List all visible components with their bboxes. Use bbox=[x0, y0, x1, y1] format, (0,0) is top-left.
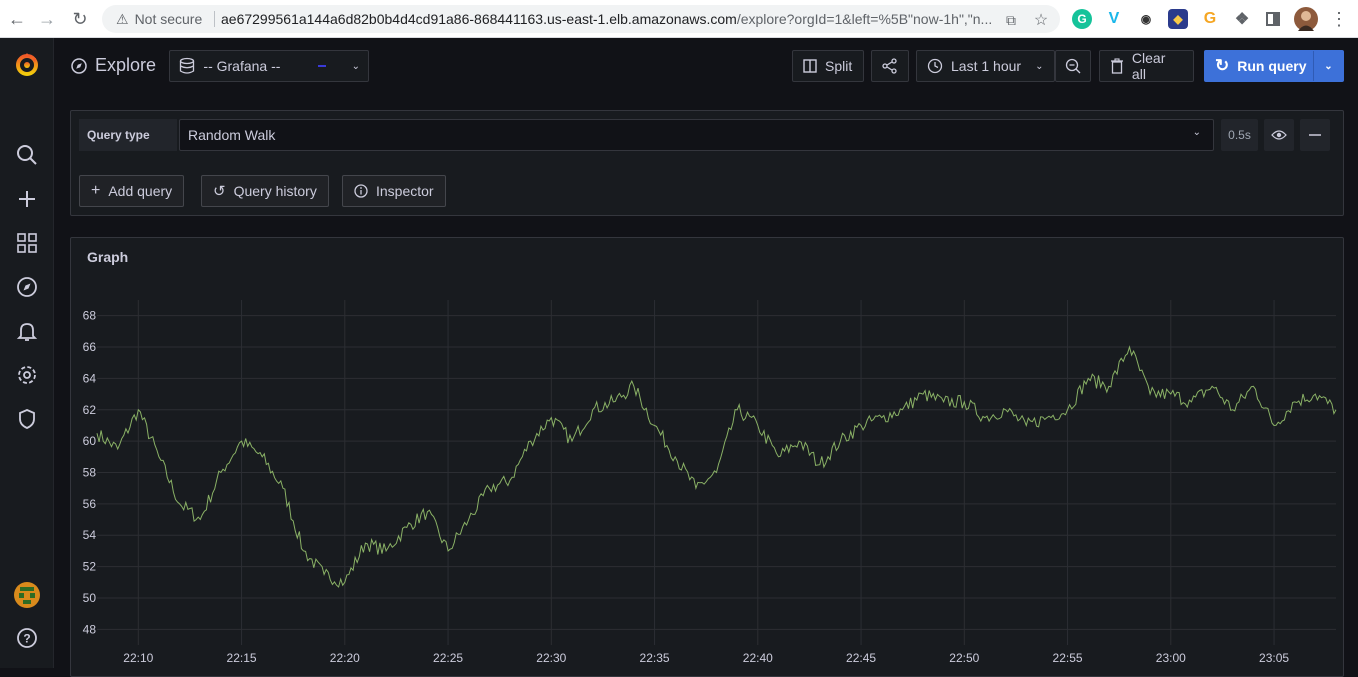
explore-compass-icon[interactable] bbox=[13, 273, 41, 301]
inspector-label: Inspector bbox=[376, 183, 434, 199]
query-history-button[interactable]: ↺ Query history bbox=[201, 175, 329, 207]
minus-icon bbox=[1309, 134, 1321, 136]
chevron-down-icon: ⌄ bbox=[351, 60, 360, 72]
share-icon[interactable]: ⧉ bbox=[1006, 11, 1016, 28]
share-link-button[interactable] bbox=[871, 50, 909, 82]
query-type-label: Query type bbox=[79, 119, 177, 151]
configuration-gear-icon[interactable] bbox=[13, 361, 41, 389]
grammarly-extension-icon[interactable]: G bbox=[1072, 9, 1092, 29]
clock-icon bbox=[927, 58, 943, 74]
help-icon[interactable]: ? bbox=[13, 624, 41, 652]
query-history-label: Query history bbox=[233, 183, 317, 199]
browser-menu-icon[interactable]: ⋮ bbox=[1330, 8, 1348, 29]
graph-panel-title: Graph bbox=[87, 249, 129, 265]
datasource-picker[interactable]: -- Grafana -- ⌄ bbox=[169, 50, 369, 82]
query-editor-row: Query type Random Walk ⌄ 0.5s + Add quer… bbox=[70, 110, 1344, 216]
reload-icon[interactable]: ↻ bbox=[72, 8, 88, 29]
eye-icon bbox=[1271, 130, 1287, 140]
forward-icon[interactable]: → bbox=[38, 8, 56, 29]
bookmark-star-icon[interactable]: ☆ bbox=[1033, 12, 1049, 29]
split-button[interactable]: Split bbox=[792, 50, 864, 82]
datasource-color-mark bbox=[317, 65, 326, 67]
info-circle-icon bbox=[354, 184, 368, 198]
graph-panel: Graph bbox=[70, 237, 1344, 677]
chevron-down-icon: ⌄ bbox=[1192, 127, 1201, 138]
explore-compass-icon bbox=[71, 57, 87, 74]
svg-text:?: ? bbox=[23, 632, 30, 646]
refresh-icon: ↻ bbox=[1215, 56, 1230, 75]
extensions-puzzle-icon[interactable]: ❖ bbox=[1234, 11, 1250, 28]
run-query-button[interactable]: ↻ Run query ⌄ bbox=[1204, 50, 1344, 82]
chevron-down-icon: ⌄ bbox=[1035, 60, 1044, 72]
explore-toolbar: Explore -- Grafana -- ⌄ Split Last 1 hou… bbox=[54, 38, 1358, 94]
page-title-group: Explore bbox=[71, 55, 156, 76]
g-extension-icon[interactable]: G bbox=[1203, 10, 1217, 27]
remove-query-button[interactable] bbox=[1300, 119, 1330, 151]
add-query-button[interactable]: + Add query bbox=[79, 175, 185, 207]
security-label: Not secure bbox=[134, 11, 203, 27]
profile-avatar-icon[interactable] bbox=[1294, 7, 1318, 31]
zoom-out-icon bbox=[1065, 58, 1081, 74]
back-icon[interactable]: ← bbox=[8, 8, 26, 29]
divider bbox=[214, 11, 215, 27]
url-path: /explore?orgId=1&left=%5B"now-1h","n... bbox=[736, 11, 991, 27]
query-type-select[interactable]: Random Walk ⌄ bbox=[179, 119, 1214, 151]
run-query-dropdown[interactable]: ⌄ bbox=[1313, 51, 1343, 81]
server-admin-shield-icon[interactable] bbox=[13, 405, 41, 433]
grafana-logo-icon[interactable] bbox=[13, 50, 41, 78]
query-duration: 0.5s bbox=[1221, 119, 1258, 151]
page-title: Explore bbox=[95, 55, 157, 75]
database-icon bbox=[179, 57, 195, 74]
search-icon[interactable] bbox=[13, 141, 41, 169]
side-panel-icon[interactable] bbox=[1263, 9, 1283, 29]
vimeo-extension-icon[interactable]: V bbox=[1108, 10, 1120, 27]
url-text[interactable]: ae67299561a144a6d82b0b4d4cd91a86-8684411… bbox=[221, 11, 991, 27]
split-label: Split bbox=[825, 58, 853, 74]
shield-extension-icon[interactable]: ◆ bbox=[1168, 9, 1188, 29]
spy-extension-icon[interactable]: ◉ bbox=[1140, 12, 1152, 26]
time-range-label: Last 1 hour bbox=[951, 58, 1022, 74]
zoom-out-button[interactable] bbox=[1055, 50, 1091, 82]
plus-icon: + bbox=[91, 182, 101, 199]
add-query-label: Add query bbox=[108, 183, 173, 199]
split-columns-icon bbox=[803, 59, 817, 73]
url-host: ae67299561a144a6d82b0b4d4cd91a86-8684411… bbox=[221, 11, 737, 27]
user-avatar[interactable] bbox=[13, 581, 41, 609]
share-nodes-icon bbox=[882, 58, 897, 74]
run-query-label: Run query bbox=[1237, 58, 1307, 74]
sidebar: ? bbox=[0, 38, 54, 668]
time-range-picker[interactable]: Last 1 hour ⌄ bbox=[916, 50, 1055, 82]
clear-all-button[interactable]: Clear all bbox=[1099, 50, 1194, 82]
toggle-query-visibility-button[interactable] bbox=[1264, 119, 1294, 151]
datasource-name: -- Grafana -- bbox=[203, 58, 281, 74]
trash-icon bbox=[1111, 58, 1123, 74]
create-plus-icon[interactable] bbox=[13, 185, 41, 213]
clear-all-label: Clear all bbox=[1131, 50, 1166, 82]
alerting-bell-icon[interactable] bbox=[13, 317, 41, 345]
dashboards-icon[interactable] bbox=[13, 229, 41, 257]
security-badge[interactable]: ⚠ Not secure bbox=[108, 8, 210, 30]
inspector-button[interactable]: Inspector bbox=[342, 175, 446, 207]
address-bar[interactable]: ⚠ Not secure ae67299561a144a6d82b0b4d4cd… bbox=[102, 5, 1060, 33]
warning-icon: ⚠ bbox=[116, 10, 129, 27]
query-type-value: Random Walk bbox=[188, 127, 276, 143]
browser-toolbar: ← → ↻ ⚠ Not secure ae67299561a144a6d82b0… bbox=[0, 0, 1358, 38]
history-icon: ↺ bbox=[213, 183, 226, 200]
